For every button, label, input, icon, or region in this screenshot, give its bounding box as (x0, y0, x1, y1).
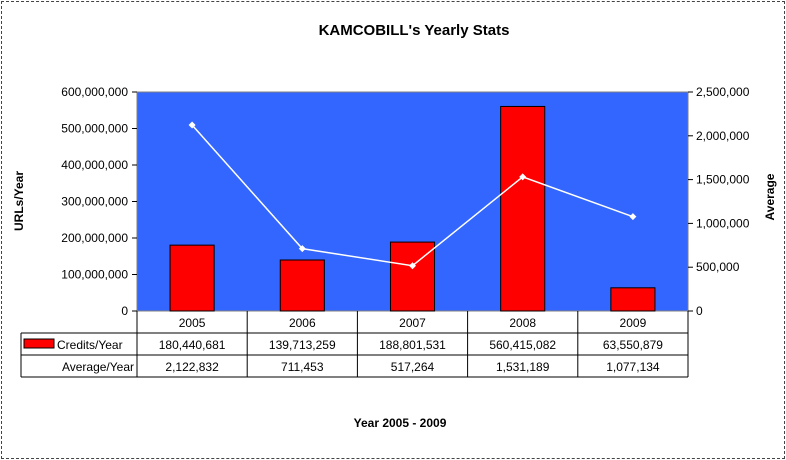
chart-title: KAMCOBILL's Yearly Stats (319, 22, 510, 39)
legend-label: Credits/Year (57, 338, 123, 352)
line-point-2007 (409, 262, 416, 270)
line-point-2008 (519, 173, 527, 181)
x-tick-label: 2009 (620, 316, 647, 330)
y2-tick-label: 1,000,000 (696, 216, 750, 230)
x-tick-label: 2005 (179, 316, 206, 330)
data-label: 180,440,681 (159, 338, 226, 352)
bar-series (169, 105, 656, 312)
y-tick-label: 500,000,000 (61, 122, 128, 136)
data-label: 188,801,531 (379, 338, 446, 352)
data-label: 517,264 (391, 360, 435, 374)
line-series (188, 121, 637, 270)
line-point-2006 (298, 245, 306, 253)
legend-swatch (23, 338, 55, 349)
y-tick-label: 400,000,000 (61, 158, 128, 172)
x-axis-title: Year 2005 - 2009 (354, 416, 447, 430)
x-tick-label: 2007 (399, 316, 426, 330)
y2-tick-label: 0 (696, 304, 703, 318)
y-tick-label: 200,000,000 (61, 231, 128, 245)
y2-tick-label: 500,000 (696, 260, 740, 274)
y-tick-label: 300,000,000 (61, 195, 128, 209)
bar-2009 (610, 287, 656, 312)
data-label: 711,453 (281, 360, 324, 374)
x-tick-label: 2006 (289, 316, 316, 330)
data-label: 63,550,879 (603, 338, 663, 352)
y2-tick-label: 2,500,000 (696, 85, 750, 99)
x-tick-label: 2008 (509, 316, 536, 330)
y2-tick-label: 1,500,000 (696, 173, 750, 187)
bar-2005 (169, 244, 215, 312)
data-label: 560,415,082 (489, 338, 556, 352)
bar-2008 (500, 105, 546, 312)
legend-label: Average/Year (62, 360, 134, 374)
y2-tick-label: 2,000,000 (696, 129, 750, 143)
bar-2006 (279, 259, 325, 312)
data-label: 2,122,832 (165, 360, 219, 374)
data-label: 1,077,134 (606, 360, 660, 374)
y2-axis-ticks: 0 500,000 1,000,000 1,500,000 2,000,000 2,500… (688, 85, 750, 318)
y-tick-label: 100,000,000 (61, 268, 128, 282)
line-point-2009 (629, 213, 637, 221)
y-tick-label: 600,000,000 (61, 85, 128, 99)
data-table: 2005 2006 2007 2008 2009 Credits/Year 180,440,… (20, 311, 689, 378)
data-label: 139,713,259 (269, 338, 336, 352)
y-axis-title: URLs/Year (12, 171, 26, 231)
y-axis-ticks: 0 100,000,000 200,000,000 300,000,000 400,00… (61, 85, 137, 318)
data-label: 1,531,189 (496, 360, 550, 374)
y2-axis-title: Average (763, 173, 777, 220)
y-tick-label: 0 (121, 304, 128, 318)
line-point-2005 (188, 121, 196, 129)
